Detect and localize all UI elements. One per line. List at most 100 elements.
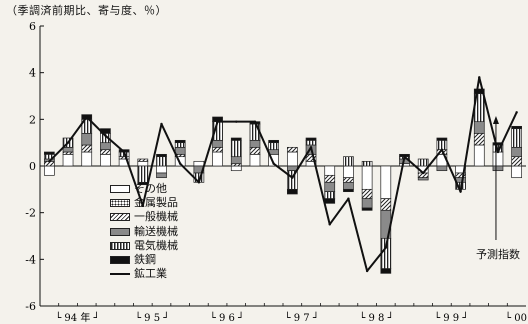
bar-segment	[268, 142, 280, 151]
bar-segment	[511, 125, 523, 130]
line-point	[403, 155, 406, 158]
legend-label: 鉄鋼	[134, 252, 156, 266]
line-point	[421, 171, 425, 175]
bar-segment	[380, 268, 392, 274]
legend-swatch	[110, 213, 130, 222]
line-point	[459, 190, 462, 193]
line-point	[66, 141, 70, 144]
bar-segment	[473, 132, 485, 146]
bar-segment	[436, 165, 448, 172]
x-tick-label: └ 9 9 ┘	[434, 311, 468, 324]
bar-segment	[81, 144, 93, 153]
x-tick-label: └ 94 年 ┘	[55, 311, 99, 324]
legend-label: 電気機械	[134, 238, 178, 252]
bar-segment	[361, 165, 373, 190]
bar-segment	[62, 153, 74, 167]
x-tick-label: └ 9 7 ┘	[285, 311, 319, 324]
forecast-arrow-head	[492, 116, 499, 124]
y-tick-label: -4	[25, 253, 36, 266]
bar-segment	[436, 139, 448, 151]
bar-segment	[137, 165, 149, 183]
bar-segment	[380, 198, 392, 211]
bar-segment	[361, 188, 373, 200]
legend-swatch	[110, 227, 130, 236]
bar-segment	[156, 156, 167, 167]
line-point	[384, 246, 388, 249]
bar-segment	[343, 181, 354, 190]
line-point	[235, 120, 238, 123]
legend-swatch	[110, 256, 130, 265]
bar-segment	[100, 142, 111, 151]
y-tick-label: 6	[29, 20, 36, 33]
bar-segment	[249, 146, 261, 155]
line-point	[328, 223, 331, 226]
bar-segment	[324, 198, 336, 204]
bar-segment	[43, 151, 55, 155]
legend-label: 一般機械	[134, 210, 178, 224]
bar-segment	[473, 88, 485, 95]
legend-item: 電気機械	[110, 239, 178, 253]
line-point	[496, 150, 500, 154]
legend-label: 鉱工業	[134, 267, 167, 281]
line-point	[478, 76, 481, 79]
bar-segment	[249, 153, 261, 167]
y-tick-label: 2	[29, 113, 36, 126]
bar-segment	[305, 137, 317, 141]
bar-segment	[118, 156, 130, 160]
line-point	[365, 269, 369, 273]
y-tick-label: -2	[25, 207, 36, 220]
bar-segment	[286, 146, 298, 153]
line-point	[141, 204, 145, 207]
bar-segment	[212, 139, 223, 148]
bar-segment	[324, 191, 336, 200]
line-point	[253, 120, 257, 123]
x-tick-label: └ 9 5 ┘	[135, 311, 169, 324]
bar-segment	[343, 156, 354, 167]
bar-segment	[473, 121, 485, 134]
line-point	[178, 162, 182, 165]
bar-segment	[473, 144, 485, 167]
legend-swatch	[110, 199, 130, 208]
bar-segment	[156, 153, 167, 158]
bar-segment	[511, 156, 523, 167]
bar-segment	[361, 160, 373, 167]
bar-segment	[249, 139, 261, 148]
bar-segment	[492, 165, 504, 172]
legend-item: 金属製品	[110, 196, 178, 210]
bar-segment	[230, 139, 242, 158]
x-tick-label: └ 9 8 ┘	[359, 311, 393, 324]
bar-segment	[380, 165, 392, 200]
line-point	[347, 197, 350, 200]
bar-segment	[100, 153, 111, 167]
bar-segment	[305, 139, 317, 146]
x-tick-label: └ 00	[505, 311, 527, 324]
legend-label: その他	[134, 182, 167, 195]
bar-segment	[230, 165, 242, 172]
bar-segment	[286, 151, 298, 167]
bar-segment	[324, 181, 336, 193]
line-point	[515, 111, 518, 114]
bar-segment	[343, 188, 354, 193]
y-tick-label: 4	[29, 67, 36, 80]
bar-segment	[436, 137, 448, 141]
bar-segment	[137, 158, 149, 162]
legend: その他 金属製品 一般機械 輸送機械 電気機械 鉄鋼 鉱工業	[110, 182, 178, 281]
line-point	[48, 160, 51, 163]
bar-segment	[137, 160, 149, 167]
line-point	[216, 120, 219, 123]
bar-segment	[343, 165, 354, 179]
legend-item: 鉄鋼	[110, 253, 178, 267]
bar-segment	[156, 165, 167, 174]
line-point	[291, 176, 294, 179]
bar-segment	[361, 198, 373, 209]
bar-segment	[81, 151, 93, 167]
line-point	[272, 162, 275, 165]
bar-segment	[174, 139, 186, 144]
bar-segment	[174, 146, 186, 155]
bar-segment	[399, 163, 410, 167]
line-point	[197, 181, 201, 184]
bar-segment	[156, 172, 167, 179]
line-point	[85, 115, 88, 119]
